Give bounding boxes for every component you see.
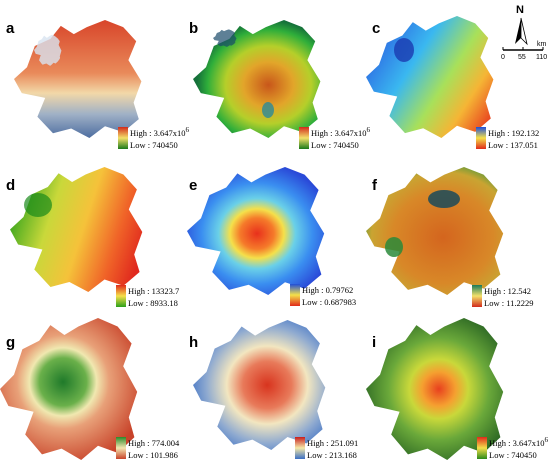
legend-low: Low : 213.168	[307, 450, 357, 460]
map-g	[0, 318, 138, 460]
legend-low: Low : 101.986	[128, 450, 178, 460]
legend-low: Low : 740450	[130, 140, 178, 150]
legend-high: High : 3.647x106	[311, 126, 371, 138]
legend-color-bar	[290, 284, 300, 306]
legend-color-bar	[116, 285, 126, 307]
map-d	[10, 167, 143, 292]
legend-color-bar	[477, 437, 487, 459]
scale-tick-2: 110	[536, 54, 548, 61]
legend-color-bar	[295, 437, 305, 459]
legend-low: Low : 11.2229	[484, 298, 534, 308]
map-h	[193, 320, 326, 450]
north-letter: N	[516, 4, 524, 16]
map-c	[366, 16, 494, 138]
north-arrow: N km 0 55 110	[497, 4, 549, 64]
panel-b: b High : 3.647x106 Low : 740450	[183, 0, 370, 157]
panel-d: d High : 13323.7 Low : 8933.18	[0, 157, 183, 314]
map-a	[14, 20, 142, 138]
panel-label: c	[372, 20, 381, 37]
scale-tick-0: 0	[501, 54, 505, 61]
legend-low: Low : 137.051	[488, 140, 538, 150]
panel-label: h	[189, 334, 199, 351]
legend-low: Low : 8933.18	[128, 298, 178, 308]
panel-f: f High : 12.542 Low : 11.2229	[366, 157, 549, 314]
legend-high: High : 0.79762	[302, 284, 354, 295]
panel-label: f	[372, 177, 377, 194]
legend-low: Low : 740450	[489, 450, 537, 460]
legend-low: Low : 0.687983	[302, 297, 357, 307]
panel-label: a	[6, 20, 15, 37]
legend-color-bar	[476, 127, 486, 149]
legend-high: High : 3.647x106	[489, 436, 549, 448]
panel-label: b	[189, 20, 199, 37]
panel-c: c High : 192.132 Low : 137.051	[366, 0, 549, 157]
panel-label: d	[6, 177, 16, 194]
panel-g: g High : 774.004 Low : 101.986	[0, 314, 183, 471]
map-e	[187, 167, 325, 295]
north-arrow-icon	[502, 17, 544, 51]
legend-high: High : 3.647x106	[130, 126, 190, 138]
map-b	[193, 20, 321, 138]
panel-label: e	[189, 177, 198, 194]
legend-low: Low : 740450	[311, 140, 359, 150]
legend-color-bar	[116, 437, 126, 459]
legend-color-bar	[299, 127, 309, 149]
legend-high: High : 774.004	[128, 437, 180, 448]
legend-high: High : 12.542	[484, 285, 531, 296]
scale-unit: km	[537, 41, 547, 48]
legend-color-bar	[118, 127, 128, 149]
panel-a: a High : 3.647x106 Low : 740450	[0, 0, 189, 157]
map-i	[366, 318, 504, 460]
legend-high: High : 251.091	[307, 437, 359, 448]
panel-label: i	[372, 334, 377, 351]
map-f	[366, 167, 504, 295]
panel-label: g	[6, 334, 16, 351]
panel-e: e High : 0.79762 Low : 0.687983	[183, 157, 366, 314]
legend-high: High : 192.132	[488, 127, 540, 138]
panel-i: i High : 3.647x106 Low : 740450	[366, 314, 549, 471]
panel-h: h High : 251.091 Low : 213.168	[183, 314, 366, 471]
legend-color-bar	[472, 285, 482, 307]
scale-tick-1: 55	[518, 54, 526, 61]
legend-high: High : 13323.7	[128, 285, 180, 296]
